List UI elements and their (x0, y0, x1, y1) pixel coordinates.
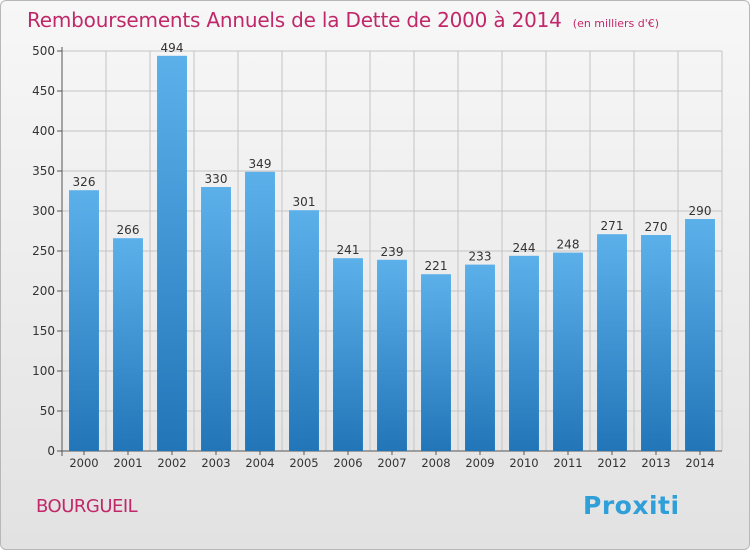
value-label-2002: 494 (161, 41, 184, 55)
y-tick-label: 350 (32, 164, 55, 178)
y-tick-label: 500 (32, 44, 55, 58)
x-tick-label-2009: 2009 (465, 456, 494, 470)
x-tick-label-2000: 2000 (69, 456, 98, 470)
bar-2010 (509, 255, 539, 451)
value-label-2000: 326 (73, 175, 96, 189)
x-tick-label-2002: 2002 (157, 456, 186, 470)
value-label-2011: 248 (557, 238, 580, 252)
x-tick-label-2004: 2004 (245, 456, 274, 470)
bar-2002 (157, 55, 187, 452)
x-tick-label-2008: 2008 (421, 456, 450, 470)
x-tick-label-2014: 2014 (685, 456, 714, 470)
x-tick-label-2005: 2005 (289, 456, 318, 470)
x-tick-label-2007: 2007 (377, 456, 406, 470)
value-label-2006: 241 (337, 243, 360, 257)
y-tick-label: 0 (47, 444, 55, 458)
y-tick-label: 250 (32, 244, 55, 258)
y-tick-label: 100 (32, 364, 55, 378)
bar-2003 (201, 187, 231, 451)
bar-2006 (333, 258, 363, 451)
value-label-2008: 221 (425, 259, 448, 273)
y-tick-label: 150 (32, 324, 55, 338)
chart-subtitle: (en milliers d'€) (572, 17, 660, 30)
bar-2004 (245, 171, 275, 452)
bar-2001 (113, 238, 143, 451)
x-tick-label-2013: 2013 (641, 456, 670, 470)
value-label-2003: 330 (205, 172, 228, 186)
bar-2000 (69, 190, 99, 451)
bar-2014 (685, 219, 715, 451)
chart-title: Remboursements Annuels de la Dette de 20… (27, 8, 562, 32)
value-label-2012: 271 (601, 219, 624, 233)
chart-title-block: Remboursements Annuels de la Dette de 20… (27, 8, 659, 32)
value-label-2010: 244 (513, 241, 536, 255)
bar-2012 (597, 234, 627, 451)
x-tick-label-2003: 2003 (201, 456, 230, 470)
y-tick-label: 200 (32, 284, 55, 298)
bar-2013 (641, 235, 671, 451)
brand-logo: Proxiti (583, 491, 680, 520)
y-tick-label: 300 (32, 204, 55, 218)
value-label-2004: 349 (249, 157, 272, 171)
bar-2009 (465, 264, 495, 451)
bar-2005 (289, 210, 319, 451)
x-tick-label-2006: 2006 (333, 456, 362, 470)
bar-2008 (421, 274, 451, 451)
x-tick-label-2011: 2011 (553, 456, 582, 470)
value-label-2007: 239 (381, 245, 404, 259)
value-label-2013: 270 (645, 220, 668, 234)
value-label-2005: 301 (293, 195, 316, 209)
y-tick-label: 50 (40, 404, 55, 418)
y-tick-label: 400 (32, 124, 55, 138)
value-label-2009: 233 (469, 250, 492, 264)
y-tick-label: 450 (32, 84, 55, 98)
value-label-2014: 290 (689, 204, 712, 218)
value-label-2001: 266 (117, 223, 140, 237)
x-tick-label-2012: 2012 (597, 456, 626, 470)
x-tick-label-2001: 2001 (113, 456, 142, 470)
bar-2007 (377, 259, 407, 451)
x-tick-label-2010: 2010 (509, 456, 538, 470)
location-label: BOURGUEIL (36, 496, 138, 517)
bar-2011 (553, 252, 583, 451)
